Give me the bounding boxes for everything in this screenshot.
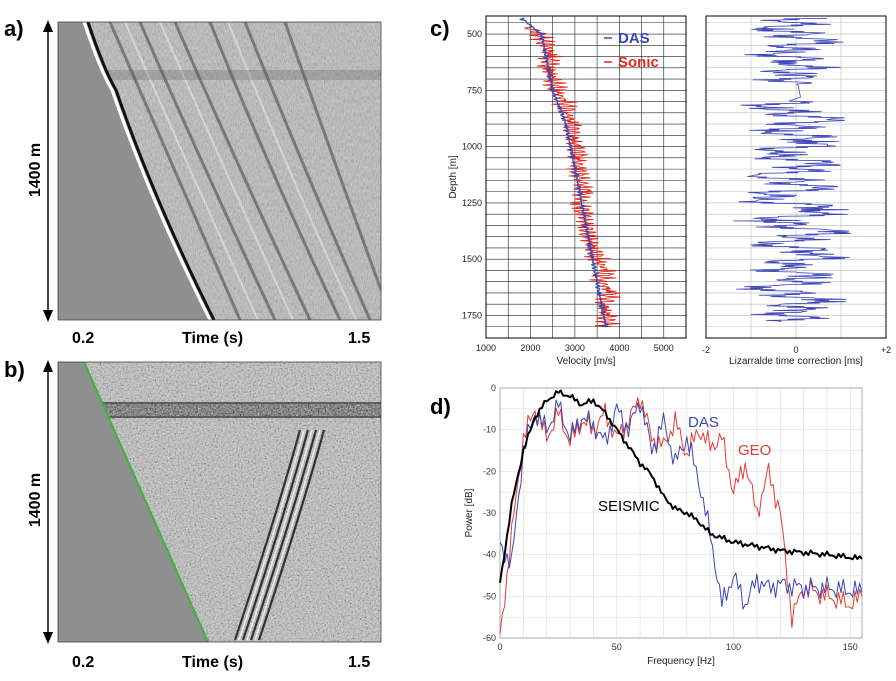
panel-d-spectrum-chart: 0 50 100 150 0 -10 -20 -30 -40 -50 -60 Frequency [H…	[464, 383, 863, 667]
legend-das-label: DAS	[618, 30, 650, 47]
panel-b-label: b)	[4, 357, 25, 382]
velocity-tick-label: 4000	[609, 343, 629, 353]
frequency-tick-label: 0	[497, 642, 502, 652]
plot-area	[486, 16, 686, 338]
power-axis-label: Power [dB]	[464, 488, 475, 537]
depth-tick-label: 1750	[462, 310, 482, 320]
panel-a-label: a)	[4, 16, 24, 41]
power-tick-label: -40	[483, 550, 496, 560]
depth-tick-label: 750	[467, 85, 482, 95]
correction-tick-label: +2	[881, 345, 891, 355]
plot-frame	[485, 15, 687, 339]
power-tick-label: -20	[483, 466, 496, 476]
velocity-tick-label: 5000	[654, 343, 674, 353]
frequency-axis-label: Frequency [Hz]	[647, 656, 715, 667]
das-series-line	[519, 17, 609, 328]
panel-b-seismogram	[58, 362, 381, 642]
panel-c-label: c)	[430, 16, 450, 41]
plot-frame	[705, 15, 887, 339]
panel-a-seismogram	[58, 22, 381, 320]
correction-axis-label: Lizarralde time correction [ms]	[729, 356, 863, 367]
frequency-tick-label: 100	[726, 642, 741, 652]
panel-b: b) 1400 m 0.2 Time (s)	[4, 357, 382, 671]
panel-c-correction-chart: -2 0 +2 Lizarralde time correction [ms]	[702, 15, 891, 367]
seismic-series-label: SEISMIC	[598, 498, 660, 515]
power-tick-label: -30	[483, 508, 496, 518]
correction-series-line	[732, 17, 852, 323]
depth-tick-label: 1000	[462, 142, 482, 152]
correction-tick-label: 0	[793, 345, 798, 355]
velocity-axis-label: Velocity [m/s]	[557, 356, 616, 367]
plot-frame	[499, 387, 863, 639]
power-tick-label: -10	[483, 425, 496, 435]
frequency-tick-label: 150	[843, 642, 858, 652]
geo-series-label: GEO	[738, 442, 771, 459]
depth-tick-label: 1500	[462, 254, 482, 264]
legend-sonic-label: Sonic	[618, 54, 659, 71]
velocity-tick-label: 2000	[520, 343, 540, 353]
geo-series-line	[499, 397, 863, 634]
correction-tick-label: -2	[702, 345, 710, 355]
velocity-tick-label: 3000	[565, 343, 585, 353]
das-series-line	[499, 399, 863, 610]
power-tick-label: -60	[483, 633, 496, 643]
panel-b-xtick-max: 1.5	[348, 654, 370, 671]
sonic-series-line	[524, 26, 621, 328]
depth-tick-label: 500	[467, 29, 482, 39]
power-tick-label: 0	[491, 383, 496, 393]
panel-b-xlabel: Time (s)	[182, 654, 243, 671]
seismic-series-line	[499, 389, 863, 583]
das-series-label: DAS	[688, 414, 719, 431]
panel-b-xtick-min: 0.2	[72, 654, 94, 671]
panel-a-xtick-max: 1.5	[348, 330, 370, 347]
depth-tick-label: 1250	[462, 198, 482, 208]
panel-b-depth-label: 1400 m	[27, 473, 44, 527]
panel-c-velocity-chart: 1000 2000 3000 4000 5000 500 750 1000 1250 1500 17…	[448, 15, 687, 367]
panel-a-xtick-min: 0.2	[72, 330, 94, 347]
panel-d-label: d)	[430, 394, 451, 419]
frequency-tick-label: 50	[612, 642, 622, 652]
panel-a-depth-label: 1400 m	[27, 143, 44, 197]
panel-a: a) 1400 m 0	[4, 16, 382, 347]
depth-axis-label: Depth [m]	[448, 155, 459, 199]
panel-a-xlabel: Time (s)	[182, 330, 243, 347]
velocity-tick-label: 1000	[476, 343, 496, 353]
power-tick-label: -50	[483, 591, 496, 601]
